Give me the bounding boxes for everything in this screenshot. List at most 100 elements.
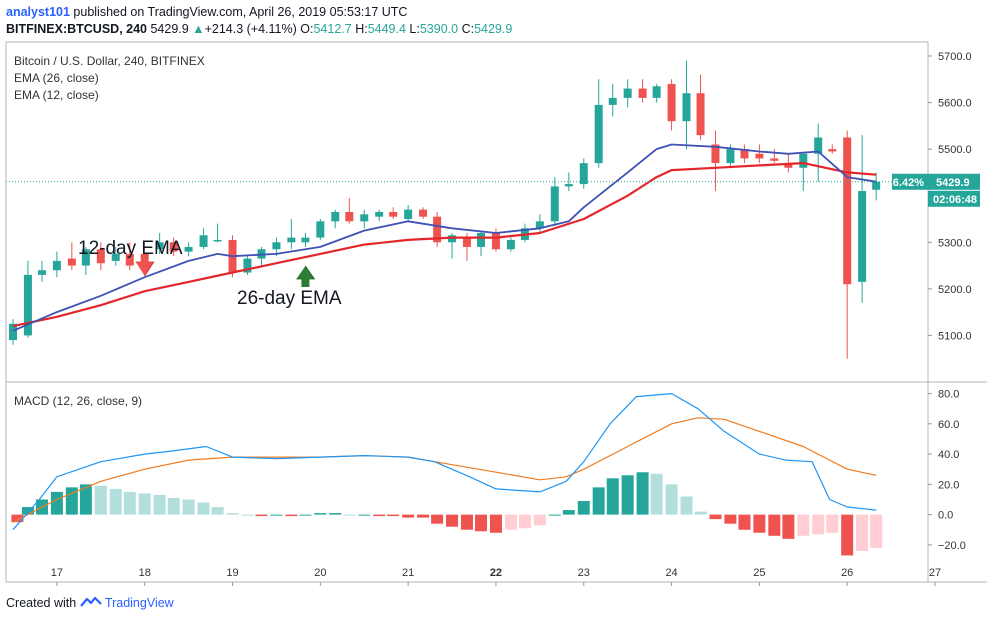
macd-histogram-bar[interactable] (460, 514, 473, 530)
candle[interactable] (184, 242, 193, 257)
macd-histogram-bar[interactable] (50, 491, 63, 515)
tradingview-brand[interactable]: TradingView (104, 596, 174, 610)
candle[interactable] (520, 223, 529, 243)
candle[interactable] (345, 198, 354, 224)
candle[interactable] (828, 144, 837, 154)
candle[interactable] (477, 230, 486, 257)
candle[interactable] (755, 144, 764, 164)
candle[interactable] (287, 218, 296, 250)
macd-histogram-bar[interactable] (738, 514, 751, 530)
candle[interactable] (81, 246, 90, 275)
candle[interactable] (682, 60, 691, 150)
candle[interactable] (506, 237, 515, 252)
candle[interactable] (858, 135, 867, 303)
candle[interactable] (623, 79, 632, 108)
candle[interactable] (667, 79, 676, 131)
macd-histogram-bar[interactable] (489, 514, 502, 533)
candle[interactable] (638, 79, 647, 103)
macd-histogram-bar[interactable] (870, 514, 883, 548)
macd-legend[interactable]: MACD (12, 26, close, 9) (14, 394, 143, 408)
macd-histogram-bar[interactable] (636, 472, 649, 515)
macd-histogram-bar[interactable] (197, 502, 210, 515)
candle[interactable] (608, 83, 617, 117)
candle[interactable] (316, 218, 325, 240)
candle[interactable] (740, 144, 749, 164)
macd-histogram-bar[interactable] (153, 494, 166, 515)
candle[interactable] (37, 260, 46, 282)
macd-histogram-bar[interactable] (226, 513, 239, 515)
macd-histogram-bar[interactable] (504, 514, 517, 530)
macd-histogram-bar[interactable] (285, 514, 298, 517)
macd-histogram-bar[interactable] (299, 514, 312, 516)
candle[interactable] (213, 223, 222, 243)
ema12-line[interactable] (12, 143, 877, 332)
macd-histogram-bar[interactable] (343, 514, 356, 516)
ema12-legend[interactable]: EMA (12, close) (14, 88, 99, 102)
candle[interactable] (111, 246, 120, 266)
candle[interactable] (155, 232, 164, 254)
macd-histogram-bar[interactable] (241, 514, 254, 516)
macd-histogram-bar[interactable] (812, 514, 825, 535)
macd-histogram-bar[interactable] (826, 514, 839, 533)
macd-histogram-bar[interactable] (694, 511, 707, 515)
macd-histogram-bar[interactable] (856, 514, 869, 551)
candle[interactable] (711, 130, 720, 192)
macd-histogram-bar[interactable] (94, 485, 107, 515)
macd-histogram-bar[interactable] (373, 514, 386, 517)
macd-histogram-bar[interactable] (11, 514, 24, 523)
candle[interactable] (770, 149, 779, 164)
macd-histogram-bar[interactable] (475, 514, 488, 532)
macd-histogram-bar[interactable] (768, 514, 781, 536)
candle[interactable] (52, 251, 61, 278)
candle[interactable] (594, 79, 603, 168)
candle[interactable] (257, 246, 266, 266)
candle[interactable] (433, 212, 442, 247)
candle[interactable] (579, 158, 588, 189)
candle[interactable] (125, 242, 134, 271)
macd-histogram-bar[interactable] (518, 514, 531, 529)
macd-histogram-bar[interactable] (577, 500, 590, 515)
macd-histogram-bar[interactable] (21, 507, 34, 515)
ema26-line[interactable] (12, 162, 877, 328)
macd-histogram-bar[interactable] (548, 514, 561, 516)
macd-histogram-bar[interactable] (724, 514, 737, 524)
author-name[interactable]: analyst101 (6, 5, 70, 19)
macd-histogram-bar[interactable] (358, 514, 371, 516)
candle[interactable] (360, 209, 369, 229)
candle[interactable] (301, 232, 310, 247)
macd-histogram-bar[interactable] (167, 497, 180, 515)
macd-histogram-bar[interactable] (211, 507, 224, 515)
macd-histogram-bar[interactable] (621, 475, 634, 515)
candle[interactable] (419, 207, 428, 219)
candle[interactable] (375, 209, 384, 222)
price-pane[interactable] (6, 60, 928, 359)
macd-histogram-bar[interactable] (606, 478, 619, 515)
macd-histogram-bar[interactable] (782, 514, 795, 539)
candle[interactable] (799, 153, 808, 192)
candle[interactable] (404, 205, 413, 222)
macd-histogram-bar[interactable] (402, 514, 415, 518)
candle[interactable] (243, 256, 252, 275)
macd-signal-line[interactable] (12, 417, 877, 523)
macd-histogram-bar[interactable] (650, 473, 663, 515)
macd-histogram-bar[interactable] (255, 514, 268, 517)
macd-histogram-bar[interactable] (79, 484, 92, 515)
candle[interactable] (67, 242, 76, 271)
macd-histogram-bar[interactable] (417, 514, 430, 518)
candle[interactable] (331, 209, 340, 229)
macd-histogram-bar[interactable] (592, 487, 605, 515)
candle[interactable] (872, 172, 881, 201)
macd-histogram-bar[interactable] (109, 488, 122, 515)
chart-title-legend[interactable]: Bitcoin / U.S. Dollar, 240, BITFINEX (14, 54, 205, 68)
macd-histogram-bar[interactable] (753, 514, 766, 533)
candle[interactable] (564, 172, 573, 192)
candle[interactable] (389, 207, 398, 219)
macd-histogram-bar[interactable] (123, 491, 136, 515)
macd-histogram-bar[interactable] (841, 514, 854, 556)
macd-histogram-bar[interactable] (680, 496, 693, 515)
candle[interactable] (843, 130, 852, 359)
ema26-legend[interactable]: EMA (26, close) (14, 71, 99, 85)
candle[interactable] (9, 319, 17, 345)
candle[interactable] (535, 214, 544, 233)
candle[interactable] (96, 242, 105, 271)
